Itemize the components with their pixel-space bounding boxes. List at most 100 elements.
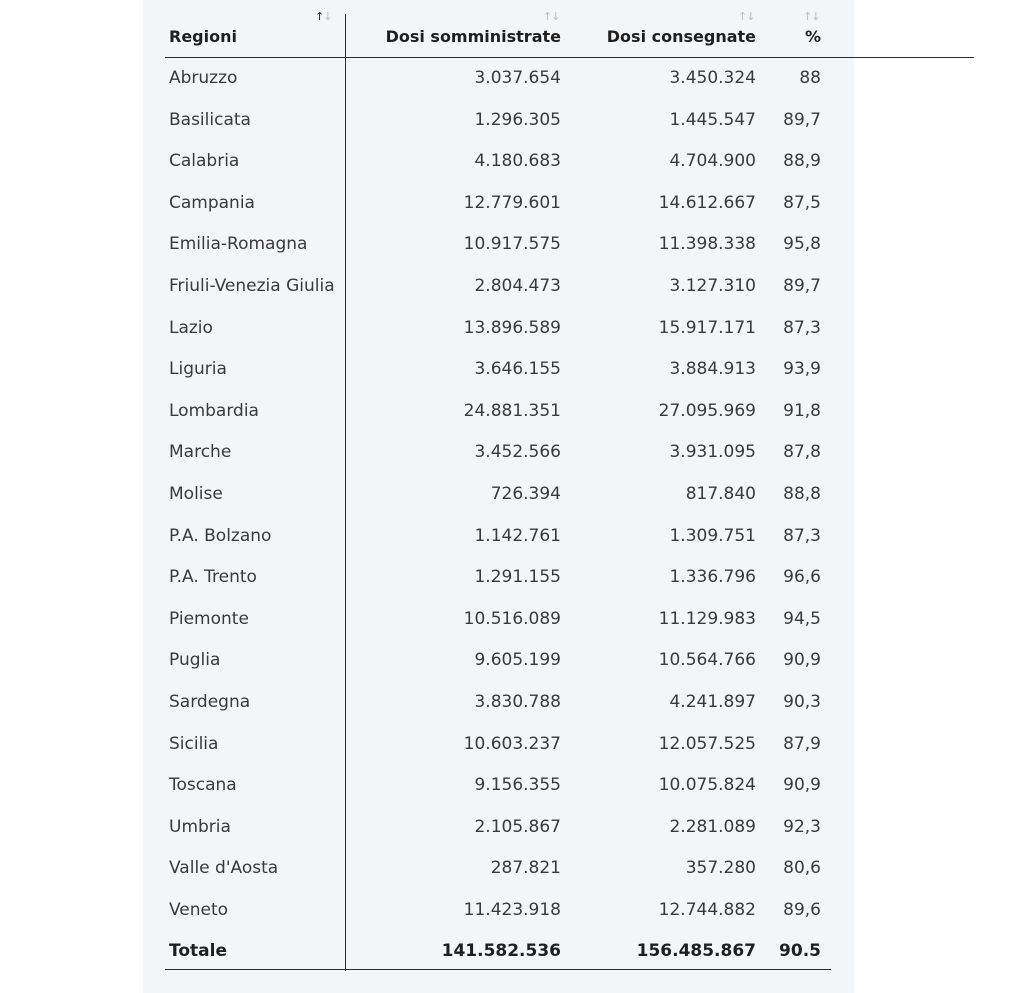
header-regioni[interactable]: Regioni [169, 27, 237, 46]
percent-cell: 95,8 [783, 234, 821, 255]
percent-cell: 80,6 [783, 858, 821, 879]
delivered-cell: 2.281.089 [669, 816, 756, 837]
table-header-row: ↑↓ Regioni ↑↓ Dosi somministrate ↑↓ Dosi… [165, 0, 974, 58]
percent-cell: 88 [799, 68, 821, 88]
region-cell: Lazio [169, 317, 213, 338]
region-cell: P.A. Trento [169, 567, 257, 588]
region-cell: Friuli-Venezia Giulia [169, 275, 335, 296]
administered-cell: 3.646.155 [474, 359, 561, 380]
delivered-cell: 3.127.310 [669, 275, 756, 296]
percent-cell: 96,6 [783, 567, 821, 588]
region-cell: P.A. Bolzano [169, 525, 272, 546]
sort-regioni-icon[interactable]: ↑↓ [315, 10, 332, 23]
table-row: Liguria 3.646.155 3.884.913 93,9 [165, 349, 974, 391]
administered-cell: 12.779.601 [463, 192, 561, 213]
percent-cell: 92,3 [783, 816, 821, 837]
delivered-cell: 12.744.882 [658, 899, 756, 920]
percent-cell: 87,3 [783, 317, 821, 338]
table-row: Lombardia 24.881.351 27.095.969 91,8 [165, 391, 974, 433]
table-row: P.A. Trento 1.291.155 1.336.796 96,6 [165, 557, 974, 599]
delivered-cell: 15.917.171 [658, 317, 756, 338]
percent-cell: 91,8 [783, 400, 821, 421]
delivered-cell: 10.564.766 [658, 650, 756, 671]
sort-somministrate-icon[interactable]: ↑↓ [543, 10, 560, 23]
column-divider [345, 14, 346, 971]
delivered-cell: 27.095.969 [658, 400, 756, 421]
table-row: Piemonte 10.516.089 11.129.983 94,5 [165, 599, 974, 641]
delivered-cell: 3.450.324 [669, 68, 756, 88]
header-dosi-somministrate[interactable]: Dosi somministrate [385, 27, 561, 46]
table-row: Lazio 13.896.589 15.917.171 87,3 [165, 308, 974, 350]
delivered-cell: 11.129.983 [658, 608, 756, 629]
region-cell: Puglia [169, 650, 221, 671]
table-row: Emilia-Romagna 10.917.575 11.398.338 95,8 [165, 224, 974, 266]
administered-cell: 9.156.355 [474, 775, 561, 796]
administered-cell: 1.291.155 [474, 567, 561, 588]
percent-cell: 87,8 [783, 442, 821, 463]
administered-cell: 10.917.575 [463, 234, 561, 255]
table-row: Sicilia 10.603.237 12.057.525 87,9 [165, 724, 974, 766]
region-cell: Molise [169, 483, 223, 504]
total-label: Totale [169, 941, 227, 962]
table-row: Valle d'Aosta 287.821 357.280 80,6 [165, 848, 974, 890]
table-row: Abruzzo 3.037.654 3.450.324 88 [165, 58, 974, 100]
table-row: Veneto 11.423.918 12.744.882 89,6 [165, 890, 974, 932]
table-row: Basilicata 1.296.305 1.445.547 89,7 [165, 100, 974, 142]
table-row: Calabria 4.180.683 4.704.900 88,9 [165, 141, 974, 183]
administered-cell: 9.605.199 [474, 650, 561, 671]
region-cell: Veneto [169, 899, 229, 920]
delivered-cell: 4.704.900 [669, 151, 756, 172]
administered-cell: 13.896.589 [463, 317, 561, 338]
percent-cell: 89,6 [783, 899, 821, 920]
region-cell: Sardegna [169, 691, 251, 712]
region-cell: Toscana [169, 775, 237, 796]
table-row: Puglia 9.605.199 10.564.766 90,9 [165, 640, 974, 682]
administered-cell: 2.105.867 [474, 816, 561, 837]
header-percent[interactable]: % [804, 27, 821, 46]
region-cell: Umbria [169, 816, 231, 837]
administered-cell: 10.516.089 [463, 608, 561, 629]
delivered-cell: 14.612.667 [658, 192, 756, 213]
table-row: P.A. Bolzano 1.142.761 1.309.751 87,3 [165, 516, 974, 558]
administered-cell: 2.804.473 [474, 275, 561, 296]
sort-percent-icon[interactable]: ↑↓ [803, 10, 820, 23]
percent-cell: 94,5 [783, 608, 821, 629]
region-cell: Marche [169, 442, 232, 463]
delivered-cell: 12.057.525 [658, 733, 756, 754]
percent-cell: 87,5 [783, 192, 821, 213]
table-panel: ↑↓ Regioni ↑↓ Dosi somministrate ↑↓ Dosi… [143, 0, 974, 993]
delivered-cell: 11.398.338 [658, 234, 756, 255]
percent-cell: 88,9 [783, 151, 821, 172]
administered-cell: 24.881.351 [463, 400, 561, 421]
table-row: Marche 3.452.566 3.931.095 87,8 [165, 432, 974, 474]
region-cell: Valle d'Aosta [169, 858, 279, 879]
percent-cell: 87,3 [783, 525, 821, 546]
region-cell: Calabria [169, 151, 240, 172]
region-cell: Abruzzo [169, 68, 238, 88]
region-cell: Lombardia [169, 400, 259, 421]
administered-cell: 726.394 [490, 483, 561, 504]
table-row: Friuli-Venezia Giulia 2.804.473 3.127.310 8… [165, 266, 974, 308]
total-percent: 90.5 [779, 941, 821, 962]
administered-cell: 3.830.788 [474, 691, 561, 712]
delivered-cell: 1.445.547 [669, 109, 756, 130]
delivered-cell: 4.241.897 [669, 691, 756, 712]
region-cell: Emilia-Romagna [169, 234, 308, 255]
region-cell: Liguria [169, 359, 227, 380]
table-total-row: Totale 141.582.536 156.485.867 90.5 [165, 931, 974, 973]
table-row: Molise 726.394 817.840 88,8 [165, 474, 974, 516]
delivered-cell: 10.075.824 [658, 775, 756, 796]
sort-consegnate-icon[interactable]: ↑↓ [738, 10, 755, 23]
region-cell: Piemonte [169, 608, 249, 629]
header-dosi-consegnate[interactable]: Dosi consegnate [606, 27, 756, 46]
percent-cell: 89,7 [783, 275, 821, 296]
table-row: Campania 12.779.601 14.612.667 87,5 [165, 183, 974, 225]
region-cell: Campania [169, 192, 255, 213]
administered-cell: 287.821 [490, 858, 561, 879]
delivered-cell: 3.884.913 [669, 359, 756, 380]
percent-cell: 90,9 [783, 650, 821, 671]
delivered-cell: 357.280 [685, 858, 756, 879]
table-row: Toscana 9.156.355 10.075.824 90,9 [165, 765, 974, 807]
percent-cell: 90,3 [783, 691, 821, 712]
administered-cell: 1.296.305 [474, 109, 561, 130]
